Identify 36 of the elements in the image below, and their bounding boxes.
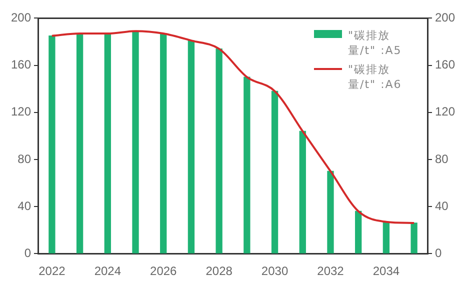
bar [382,221,390,254]
y2-tick-label: 160 [434,58,456,72]
bar [48,36,56,254]
x-tick-label: 2024 [94,264,122,278]
bar [132,30,139,254]
x-tick-label: 2032 [317,264,344,278]
y2-tick-label: 0 [434,246,442,260]
y2-tick-label: 200 [434,10,456,25]
y-tick-label: 0 [24,246,32,260]
y-tick-label: 80 [18,152,32,166]
legend-label: "碳排放量/t" :A5 [348,28,403,58]
bar [355,210,362,254]
y-tick-label: 120 [10,104,32,119]
bar [327,170,334,254]
y2-tick-label: 120 [434,104,456,119]
bar [410,222,418,254]
bar [244,76,250,254]
bar [299,130,306,254]
y-tick-label: 200 [10,10,32,25]
y-tick-label: 160 [10,58,32,72]
x-tick-label: 2030 [261,264,288,278]
y2-tick-label: 80 [434,152,449,166]
line-series [50,30,416,224]
legend-label: "碳排放量/t" :A6 [348,62,403,92]
bar [76,33,84,254]
bar [271,90,278,254]
bar [160,33,167,254]
bar [216,48,222,254]
x-tick-label: 2026 [150,264,178,278]
x-tick-label: 2022 [38,264,66,278]
y2-tick-label: 40 [434,198,449,213]
y-tick-label: 40 [18,198,32,213]
bar [188,40,195,254]
bar [104,33,111,254]
x-tick-label: 2028 [206,264,233,278]
x-tick-label: 2034 [372,264,400,278]
